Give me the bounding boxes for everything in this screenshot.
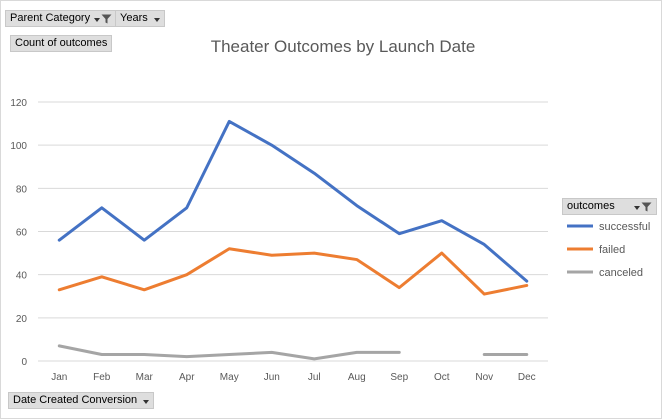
y-tick-label: 60 [16,228,28,239]
legend-label-failed: failed [599,244,625,256]
y-tick-label: 120 [10,98,27,109]
chart-title: Theater Outcomes by Launch Date [211,37,476,56]
x-tick-label: Jul [308,372,321,383]
chevron-down-icon [634,205,640,210]
filter-icon [101,14,112,23]
x-tick-label: Aug [348,372,366,383]
outcomes-legend-filter-button[interactable]: outcomes [562,198,657,215]
count-of-outcomes-label: Count of outcomes [15,37,108,49]
chart-legend: successful failed canceled [567,221,650,279]
y-tick-label: 80 [16,184,28,195]
legend-label-canceled: canceled [599,267,643,279]
y-tick-label: 40 [16,271,28,282]
date-created-conversion-button[interactable]: Date Created Conversion [8,392,155,409]
x-tick-label: Nov [475,372,493,383]
x-tick-label: Dec [518,372,536,383]
filter-icon [641,202,652,211]
series-line-canceled [57,344,401,361]
count-of-outcomes-value-button[interactable]: Count of outcomes [10,35,113,52]
x-tick-label: May [220,372,239,383]
years-filter-button[interactable]: Years [115,10,165,27]
x-tick-label: Jun [264,372,280,383]
legend-label-successful: successful [599,221,650,233]
series-line-failed [57,247,529,296]
x-tick-label: Apr [179,372,195,383]
date-created-label: Date Created Conversion [13,394,138,406]
series-line-successful [57,119,529,283]
chevron-down-icon [94,17,101,22]
parent-category-filter-button[interactable]: Parent Category [5,10,118,27]
y-tick-label: 20 [16,314,28,325]
years-label: Years [120,12,148,24]
parent-category-label: Parent Category [10,12,91,24]
y-tick-label: 0 [21,357,27,368]
x-tick-label: Mar [136,372,154,383]
legend-header: outcomes [567,200,615,212]
chevron-down-icon [143,399,150,404]
chevron-down-icon [153,17,160,22]
x-tick-label: Feb [93,372,111,383]
x-tick-label: Sep [390,372,408,383]
x-tick-label: Oct [434,372,450,383]
x-tick-label: Jan [51,372,67,383]
y-tick-label: 100 [10,141,27,152]
